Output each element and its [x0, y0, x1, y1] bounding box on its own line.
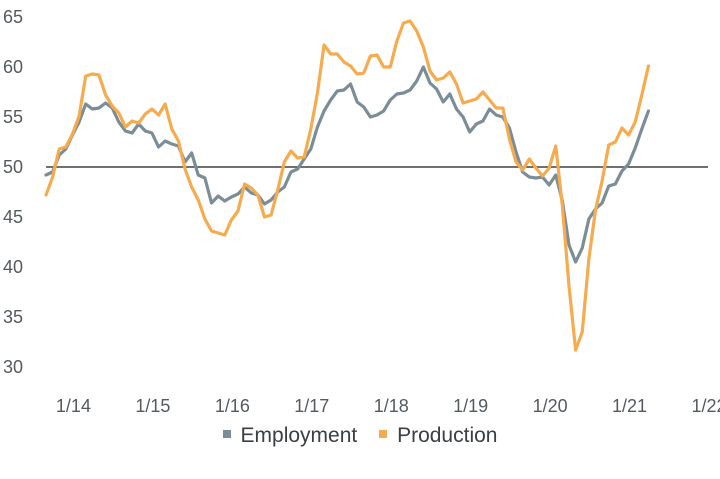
x-tick-label-1-22: 1/22: [691, 396, 720, 416]
y-tick-label-60: 60: [3, 57, 23, 77]
y-tick-label-40: 40: [3, 257, 23, 277]
y-tick-label-30: 30: [3, 357, 23, 377]
x-tick-label-1-18: 1/18: [374, 396, 409, 416]
x-tick-label-1-19: 1/19: [453, 396, 488, 416]
series-line-employment: [44, 65, 651, 264]
y-tick-label-65: 65: [3, 7, 23, 27]
y-tick-label-55: 55: [3, 107, 23, 127]
x-tick-label-1-17: 1/17: [294, 396, 329, 416]
legend-marker-production: [379, 430, 388, 439]
y-tick-label-45: 45: [3, 207, 23, 227]
x-tick-label-1-14: 1/14: [56, 396, 91, 416]
legend-item-production: Production: [379, 424, 497, 448]
x-tick-label-1-21: 1/21: [612, 396, 647, 416]
legend: Employment Production: [0, 424, 720, 448]
x-tick-label-1-20: 1/20: [533, 396, 568, 416]
legend-label-employment: Employment: [240, 424, 358, 447]
legend-marker-employment: [222, 430, 231, 439]
series-line-production: [44, 19, 651, 352]
x-tick-label-1-15: 1/15: [135, 396, 170, 416]
x-tick-label-1-16: 1/16: [215, 396, 250, 416]
y-tick-label-35: 35: [3, 307, 23, 327]
x-axis: 1/14 1/15 1/16 1/17 1/18 1/19 1/20 1/21 1/22: [56, 396, 720, 416]
legend-item-employment: Employment: [222, 424, 358, 448]
y-tick-label-50: 50: [3, 157, 23, 177]
series-lines: [44, 19, 651, 352]
y-axis: 30 35 40 45 50 55 60 65: [3, 7, 23, 377]
legend-label-production: Production: [397, 424, 498, 447]
